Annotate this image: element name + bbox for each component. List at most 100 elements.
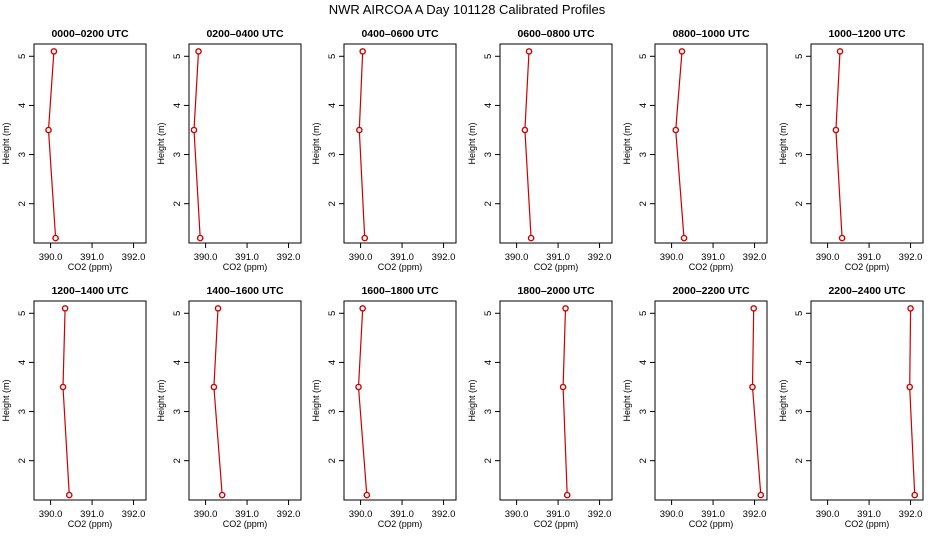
x-axis-label: CO2 (ppm) [534, 519, 579, 529]
x-axis-label: CO2 (ppm) [223, 262, 268, 272]
data-point [906, 383, 914, 391]
y-tick-label: 2 [17, 458, 28, 463]
x-tick-label: 392.0 [432, 509, 456, 520]
panel-grid: 0000–0200 UTC 390.0 391.0 392.0 CO2 (ppm) 2 3 4… [1, 28, 924, 529]
y-tick-label: 4 [794, 360, 805, 365]
x-tick-label: 391.0 [235, 509, 259, 520]
x-axis-label: CO2 (ppm) [689, 262, 734, 272]
y-tick-label: 4 [483, 360, 494, 365]
data-point [195, 48, 202, 55]
y-tick-label: 5 [483, 311, 494, 316]
x-tick-label: 392.0 [899, 252, 923, 263]
x-tick-label: 390.0 [660, 509, 684, 520]
data-point [563, 491, 571, 499]
x-tick-label: 391.0 [235, 252, 259, 263]
panel-1: 0000–0200 UTC 390.0 391.0 392.0 CO2 (ppm) 2 3 4… [1, 28, 147, 272]
x-tick-label: 392.0 [588, 252, 612, 263]
data-point [527, 234, 535, 242]
panel-title: 0800–1000 UTC [672, 28, 749, 40]
x-axis-label: CO2 (ppm) [845, 519, 890, 529]
y-tick-label: 5 [638, 311, 649, 316]
x-tick-label: 391.0 [80, 252, 104, 263]
y-tick-label: 3 [483, 152, 494, 157]
data-point [65, 491, 73, 499]
y-tick-label: 4 [327, 103, 338, 108]
y-tick-label: 4 [327, 360, 338, 365]
data-point [196, 234, 204, 242]
plot-frame [33, 43, 147, 244]
y-tick-label: 2 [172, 201, 183, 206]
panel-title: 2200–2400 UTC [828, 285, 905, 297]
data-point [525, 48, 533, 55]
x-tick-label: 390.0 [505, 252, 529, 263]
panel-title: 0600–0800 UTC [517, 28, 594, 40]
x-tick-label: 390.0 [39, 509, 63, 520]
panel-11: 2000–2200 UTC 390.0 391.0 392.0 CO2 (ppm) 2 3 4… [622, 285, 768, 529]
data-point [757, 491, 765, 499]
y-axis-label: Height (m) [1, 379, 11, 421]
profile-line [62, 308, 70, 496]
y-tick-label: 2 [638, 458, 649, 463]
panel-9: 1600–1800 UTC 390.0 391.0 392.0 CO2 (ppm) 2 3 4… [311, 285, 457, 529]
x-tick-label: 391.0 [546, 252, 570, 263]
panel-5: 0800–1000 UTC 390.0 391.0 392.0 CO2 (ppm) 2 3 4… [622, 28, 768, 272]
x-tick-label: 391.0 [390, 252, 414, 263]
y-tick-label: 3 [327, 409, 338, 414]
x-tick-label: 390.0 [349, 252, 373, 263]
y-tick-label: 4 [638, 360, 649, 365]
data-point [355, 383, 362, 391]
plot-frame [810, 43, 924, 244]
panel-7: 1200–1400 UTC 390.0 391.0 392.0 CO2 (ppm) 2 3 4… [1, 285, 147, 529]
panel-title: 0000–0200 UTC [51, 28, 128, 40]
data-point [61, 305, 69, 312]
y-tick-label: 3 [327, 152, 338, 157]
data-point [359, 48, 366, 55]
figure-title: NWR AIRCOA A Day 101128 Calibrated Profi… [329, 2, 606, 17]
panel-2: 0200–0400 UTC 390.0 391.0 392.0 CO2 (ppm) 2 3 4… [156, 28, 302, 272]
y-axis-label: Height (m) [311, 122, 321, 164]
y-tick-label: 3 [483, 409, 494, 414]
y-tick-label: 2 [483, 458, 494, 463]
y-axis-label: Height (m) [778, 122, 788, 164]
y-tick-label: 4 [172, 103, 183, 108]
y-tick-label: 4 [17, 103, 28, 108]
y-axis-label: Height (m) [156, 379, 166, 421]
profile-line [358, 51, 366, 239]
y-tick-label: 2 [794, 458, 805, 463]
y-tick-label: 2 [794, 201, 805, 206]
profile-line [213, 308, 223, 496]
data-point [210, 383, 218, 391]
data-point [190, 126, 198, 134]
x-axis-label: CO2 (ppm) [378, 262, 423, 272]
panel-title: 2000–2200 UTC [672, 285, 749, 297]
x-tick-label: 390.0 [505, 509, 529, 520]
y-tick-label: 3 [172, 409, 183, 414]
y-tick-label: 5 [327, 311, 338, 316]
y-axis-label: Height (m) [156, 122, 166, 164]
y-axis-label: Height (m) [467, 379, 477, 421]
y-tick-label: 5 [172, 54, 183, 59]
panel-title: 1000–1200 UTC [828, 28, 905, 40]
data-point [911, 491, 919, 499]
panel-title: 1400–1600 UTC [206, 285, 283, 297]
data-point [838, 234, 846, 242]
plot-frame [654, 300, 768, 501]
data-point [678, 48, 686, 55]
x-tick-label: 392.0 [588, 509, 612, 520]
plot-frame [810, 300, 924, 501]
x-tick-label: 390.0 [194, 252, 218, 263]
y-tick-label: 3 [17, 152, 28, 157]
plot-frame [188, 300, 302, 501]
plot-frame [654, 43, 768, 244]
data-point [50, 48, 58, 55]
y-tick-label: 4 [17, 360, 28, 365]
x-tick-label: 392.0 [899, 509, 923, 520]
profile-line [193, 51, 201, 239]
x-tick-label: 390.0 [194, 509, 218, 520]
y-tick-label: 3 [172, 152, 183, 157]
x-tick-label: 391.0 [546, 509, 570, 520]
y-tick-label: 3 [638, 409, 649, 414]
y-tick-label: 4 [483, 103, 494, 108]
data-point [356, 126, 363, 134]
